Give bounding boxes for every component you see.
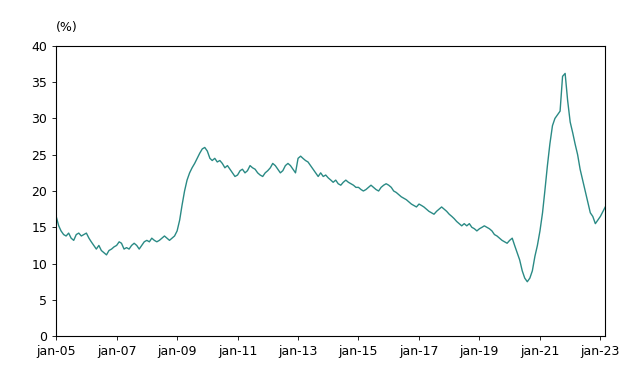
Text: (%): (%) (56, 21, 78, 34)
